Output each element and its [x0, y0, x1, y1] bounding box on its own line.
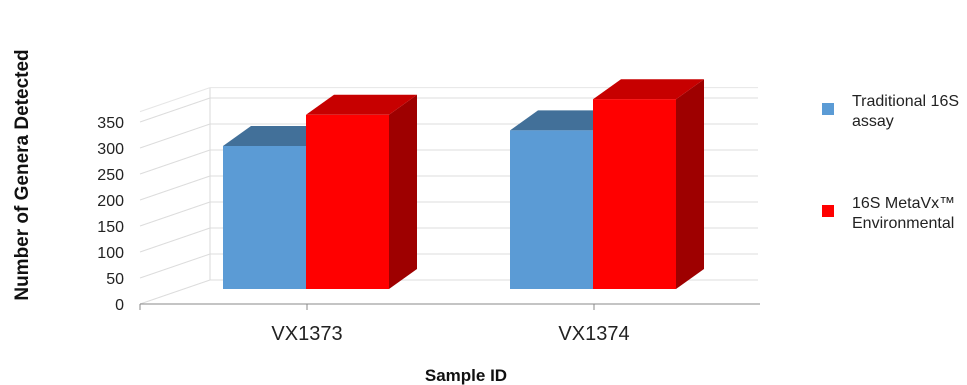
legend-swatch-red [822, 205, 834, 217]
legend: Traditional 16S assay 16S MetaVx™ Enviro… [822, 92, 967, 296]
grid-line-side [139, 253, 211, 279]
y-tick-label: 0 [115, 297, 124, 314]
bar-front-face [593, 99, 676, 289]
grid-line-side [139, 201, 211, 227]
legend-label: Traditional 16S assay [852, 93, 960, 130]
legend-label: 16S MetaVx™ Environmental [852, 195, 956, 232]
y-tick-label: 150 [97, 219, 124, 236]
grid-line-top-side [139, 87, 211, 113]
x-tick-label: VX1373 [271, 323, 342, 345]
bar-side-face [389, 94, 417, 289]
grid-line-side [139, 123, 211, 149]
legend-swatch-blue [822, 103, 834, 115]
bars [223, 79, 704, 290]
grid-line-side [139, 227, 211, 253]
grid-line-side [139, 279, 211, 305]
bar-side-face [676, 79, 704, 289]
y-tick-label: 200 [97, 193, 124, 210]
grid-line-side [139, 175, 211, 201]
y-axis-title: Number of Genera Detected [12, 49, 33, 300]
bar-metavx-vx1374 [593, 79, 704, 289]
bar-top-face [593, 79, 704, 100]
y-tick-label: 300 [97, 141, 124, 158]
axes [139, 303, 760, 310]
legend-item-metavx: 16S MetaVx™ Environmental [822, 194, 967, 254]
y-tick-labels: 0 50 100 150 200 250 300 350 [97, 115, 124, 314]
x-tick-label: VX1374 [558, 323, 629, 345]
bar-metavx-vx1373 [306, 94, 417, 289]
y-tick-label: 100 [97, 245, 124, 262]
y-tick-label: 250 [97, 167, 124, 184]
bar-top-face [306, 94, 417, 115]
x-axis-title: Sample ID [425, 366, 507, 385]
y-tick-label: 50 [106, 271, 124, 288]
bar-front-face [510, 130, 593, 289]
x-tick-labels: VX1373 VX1374 [271, 323, 629, 345]
bar-front-face [306, 114, 389, 289]
grid-line-side [139, 149, 211, 175]
y-tick-label: 350 [97, 115, 124, 132]
grid-line-side [139, 97, 211, 123]
legend-item-traditional: Traditional 16S assay [822, 92, 967, 152]
bar-front-face [223, 146, 306, 289]
